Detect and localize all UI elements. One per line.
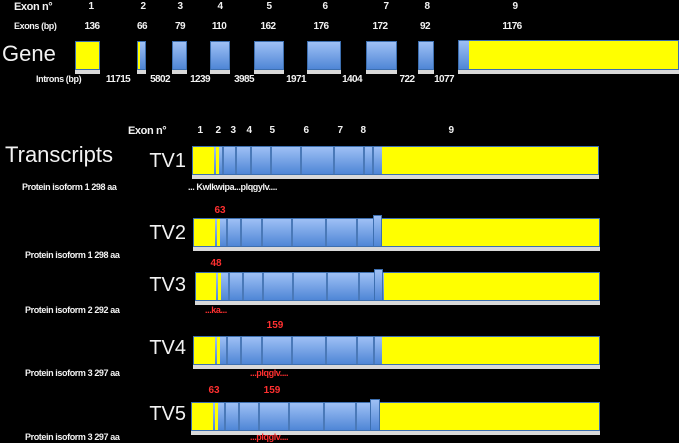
tv1-sequence: ... Kwlkwipa...plqgylv.... xyxy=(188,182,277,192)
tv2-bar xyxy=(193,218,600,247)
tv3-sequence: ...ka... xyxy=(205,305,227,315)
gene-exon-number: 6 xyxy=(322,1,329,12)
gene-exon-size: 136 xyxy=(84,21,100,32)
gene-exon-3 xyxy=(172,41,187,70)
gene-exon-header: Exon n° xyxy=(14,1,53,13)
transcript-exon-number: 6 xyxy=(303,125,310,136)
tv5-sequence: ...plqglv.... xyxy=(250,432,289,442)
gene-exon-size: 1176 xyxy=(502,21,522,32)
tv4-bar xyxy=(193,336,600,365)
transcript-exon-number: 9 xyxy=(448,125,455,136)
tv1-bar xyxy=(192,146,599,175)
gene-intron-size: 722 xyxy=(399,74,415,85)
gene-exon-number: 8 xyxy=(424,1,431,12)
gene-exon-size: 172 xyxy=(372,21,388,32)
gene-exon-size-label: Exons (bp) xyxy=(14,21,57,31)
gene-exon-size: 66 xyxy=(137,21,148,32)
gene-exon-9 xyxy=(458,40,679,70)
gene-exon-size: 92 xyxy=(420,21,431,32)
gene-exon-7 xyxy=(366,41,397,70)
gene-exon-number: 3 xyxy=(177,1,184,12)
gene-exon-size: 110 xyxy=(211,21,227,32)
transcript-exon-number: 5 xyxy=(269,125,276,136)
tv5-marker-159: 159 xyxy=(263,385,281,396)
gene-exon-4 xyxy=(210,41,230,70)
tv3-protein: Protein isoform 2 292 aa xyxy=(25,305,120,315)
tv3-label: TV3 xyxy=(149,274,186,296)
gene-intron-size: 1077 xyxy=(434,74,454,85)
transcript-exon-number: 1 xyxy=(197,125,204,136)
gene-exon-size: 176 xyxy=(313,21,329,32)
gene-exon-number: 5 xyxy=(266,1,273,12)
transcript-exon-number: 4 xyxy=(246,125,253,136)
transcripts-title: Transcripts xyxy=(5,142,113,167)
tv4-protein: Protein isoform 3 297 aa xyxy=(25,368,120,378)
gene-intron-size-label: Introns (bp) xyxy=(36,74,82,84)
gene-intron-size: 1971 xyxy=(286,74,306,85)
tv2-protein: Protein isoform 1 298 aa xyxy=(25,250,120,260)
transcript-exon-number: 2 xyxy=(215,125,222,136)
tv2-marker: 63 xyxy=(214,205,226,216)
gene-exon-5 xyxy=(254,41,284,70)
tv5-marker-63: 63 xyxy=(208,385,220,396)
transcript-exon-number: 3 xyxy=(230,125,237,136)
gene-exon-size: 79 xyxy=(175,21,186,32)
gene-intron-size: 1404 xyxy=(342,74,362,85)
transcripts-exon-header: Exon n° xyxy=(128,125,167,137)
gene-exon-2 xyxy=(137,41,146,70)
gene-title: Gene xyxy=(2,41,56,66)
gene-exon-number: 2 xyxy=(140,1,147,12)
gene-exon-number: 4 xyxy=(217,1,224,12)
gene-exon-1 xyxy=(75,41,100,70)
tv4-label: TV4 xyxy=(149,337,186,359)
tv1-protein: Protein isoform 1 298 aa xyxy=(22,182,117,192)
gene-intron-size: 5802 xyxy=(150,74,170,85)
gene-intron-size: 11715 xyxy=(105,74,131,85)
gene-intron-size: 1239 xyxy=(190,74,210,85)
gene-exon-6 xyxy=(307,41,341,70)
gene-intron-size: 3985 xyxy=(234,74,254,85)
gene-exon-8 xyxy=(418,41,434,70)
transcript-exon-number: 8 xyxy=(360,125,367,136)
gene-exon-size: 162 xyxy=(260,21,276,32)
tv3-marker: 48 xyxy=(210,258,222,269)
tv2-label: TV2 xyxy=(149,222,186,244)
tv4-marker: 159 xyxy=(266,320,284,331)
tv5-bar xyxy=(191,402,600,431)
tv1-label: TV1 xyxy=(149,150,186,172)
gene-exon-number: 1 xyxy=(88,1,95,12)
gene-exon-number: 7 xyxy=(383,1,390,12)
tv5-label: TV5 xyxy=(149,403,186,425)
tv4-sequence: ...plqglv.... xyxy=(250,368,289,378)
tv5-protein: Protein isoform 3 297 aa xyxy=(25,432,120,442)
gene-exon-number: 9 xyxy=(512,1,519,12)
transcript-exon-number: 7 xyxy=(337,125,344,136)
tv3-bar xyxy=(195,272,600,301)
